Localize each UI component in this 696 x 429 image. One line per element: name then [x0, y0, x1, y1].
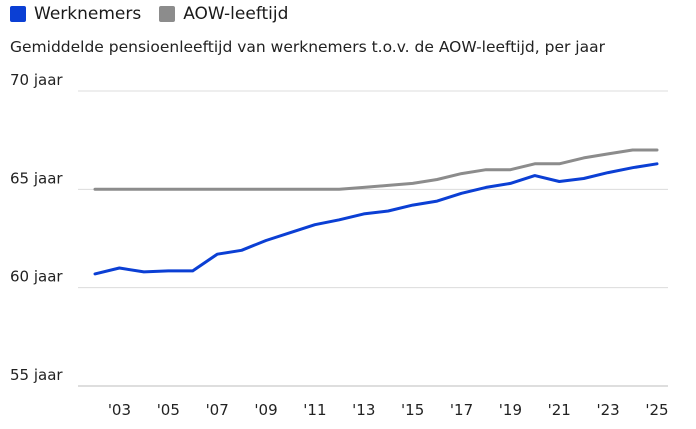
- x-tick-label-2017: '17: [450, 401, 473, 419]
- x-tick-label-2023: '23: [597, 401, 620, 419]
- chart-title: Gemiddelde pensioenleeftijd van werkneme…: [10, 38, 605, 56]
- y-tick-label-60: 60 jaar: [10, 268, 63, 286]
- x-tick-label-2007: '07: [206, 401, 229, 419]
- series-line-werknemers: [93, 162, 659, 276]
- y-tick-label-55: 55 jaar: [10, 366, 63, 384]
- legend-item-werknemers[interactable]: Werknemers: [10, 4, 141, 24]
- y-tick-label-65: 65 jaar: [10, 169, 63, 187]
- x-tick-label-2019: '19: [499, 401, 522, 419]
- x-tick-label-2011: '11: [303, 401, 326, 419]
- x-tick-label-2013: '13: [352, 401, 375, 419]
- legend-label-werknemers: Werknemers: [34, 4, 142, 24]
- legend-label-aow: AOW-leeftijd: [183, 4, 289, 24]
- legend-item-aow[interactable]: AOW-leeftijd: [159, 4, 288, 24]
- x-tick-label-2021: '21: [548, 401, 571, 419]
- legend-swatch-werknemers: [10, 6, 26, 22]
- x-tick-label-2009: '09: [254, 401, 277, 419]
- legend-swatch-aow: [159, 6, 176, 22]
- x-tick-label-2025: '25: [645, 401, 668, 419]
- x-tick-label-2015: '15: [401, 401, 424, 419]
- x-tick-label-2003: '03: [108, 401, 131, 419]
- series-line-aow-leeftijd: [93, 148, 659, 191]
- legend: Werknemers AOW-leeftijd: [10, 4, 306, 24]
- x-tick-label-2005: '05: [157, 401, 180, 419]
- y-tick-label-70: 70 jaar: [10, 71, 63, 89]
